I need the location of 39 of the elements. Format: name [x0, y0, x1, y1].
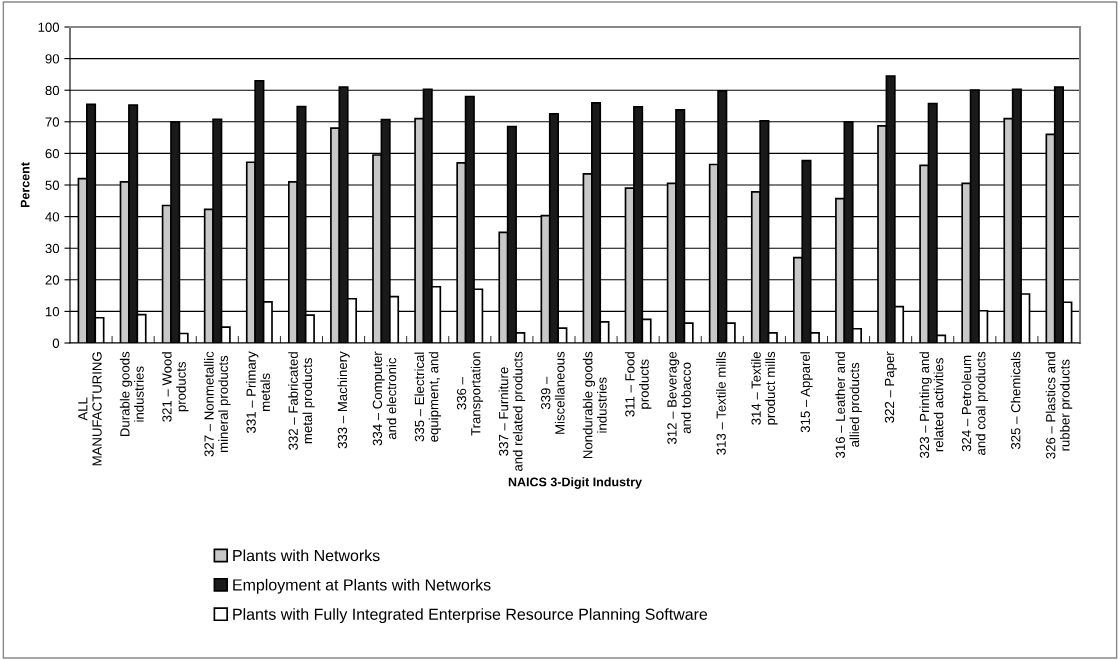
- x-tick-label: 311 – Food products: [624, 352, 652, 417]
- x-tick-label: 339 – Miscellaneous: [541, 351, 565, 434]
- legend-label: Plants with Fully Integrated Enterprise Resource Planning Software: [233, 608, 708, 624]
- y-axis-title: Percent: [20, 162, 30, 208]
- legend-label: Plants with Networks: [233, 549, 380, 562]
- y-tick-label: 70: [45, 117, 60, 127]
- x-tick-label: 312 – Beverage and tobacco: [667, 351, 691, 444]
- y-tick-label: 30: [45, 243, 60, 254]
- y-tick-label: 20: [45, 275, 60, 285]
- x-tick-label: 322 – Paper: [884, 351, 897, 423]
- x-tick-label: 337 – Furniture and related products: [498, 351, 526, 472]
- x-tick-label: 334 – Computer and electronic: [372, 351, 397, 446]
- x-tick-label: 335 – Electrical equipment, and: [414, 352, 441, 442]
- y-tick-label: 10: [45, 306, 60, 317]
- x-tick-label: 336 – Transportation: [456, 352, 484, 436]
- y-tick-label: 50: [45, 180, 60, 190]
- x-tick-label: 314 – Textile product mills: [751, 351, 778, 425]
- x-axis-title: NAICS 3-Digit Industry: [508, 477, 642, 489]
- x-tick-label: 332 – Fabricated metal products: [288, 352, 315, 450]
- x-tick-label: 324 – Petroleum and coal products: [961, 351, 989, 455]
- x-tick-label: 333 – Machinery: [337, 351, 350, 449]
- x-tick-label: 326 – Plastics and rubber products: [1045, 352, 1073, 459]
- x-tick-label: 316 – Leather and allied products: [835, 352, 862, 458]
- y-tick-label: 80: [45, 85, 60, 96]
- x-tick-label: ALL MANUFACTURING: [78, 352, 102, 466]
- x-tick-label: Durable goods industries: [119, 351, 144, 437]
- y-tick-label: 60: [45, 148, 60, 159]
- x-tick-label: 331 – Primary metals: [246, 351, 271, 433]
- y-tick-label: 100: [38, 22, 60, 32]
- x-tick-label: 313 – Textile mills: [716, 351, 726, 455]
- x-tick-label: Nondurable goods industries: [582, 351, 607, 459]
- x-tick-label: 325 – Chemicals: [1010, 351, 1021, 450]
- y-tick-label: 0: [52, 338, 60, 348]
- x-tick-label: 327 – Nonmetallic mineral products: [204, 351, 231, 457]
- x-tick-label: 315 – Apparel: [800, 352, 813, 433]
- y-tick-label: 40: [45, 212, 60, 222]
- x-tick-label: 321 – Wood products: [161, 352, 189, 422]
- legend-label: Employment at Plants with Networks: [233, 578, 491, 594]
- y-tick-label: 90: [45, 54, 60, 64]
